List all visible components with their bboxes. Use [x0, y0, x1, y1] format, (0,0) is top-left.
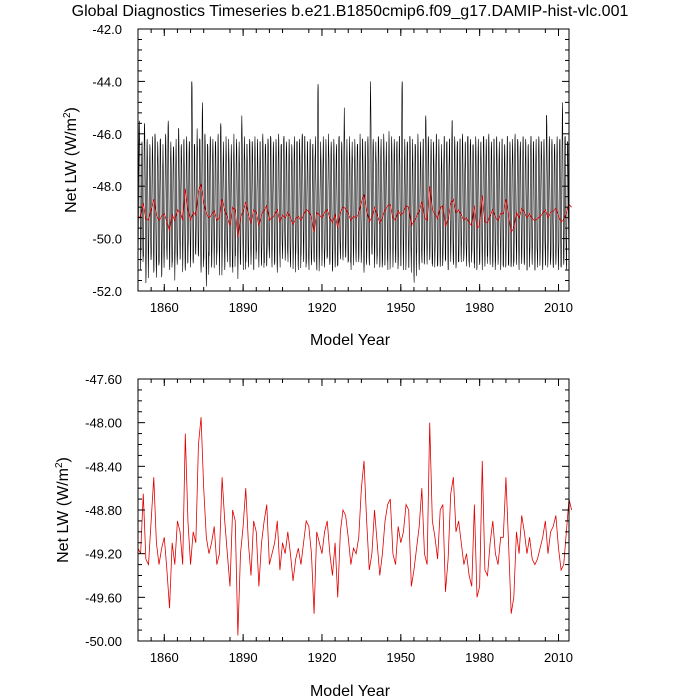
bottom-y-tick-label: -49.60 [85, 590, 122, 605]
bottom-x-tick-label: 1980 [465, 650, 494, 665]
top-y-tick-label: -46.0 [92, 127, 122, 142]
top-ticks: 1860 1890 1920 1950 1980 2010 -52.0 -50.0 -48.0 -… [92, 22, 573, 315]
top-plot-frame [137, 28, 570, 292]
bottom-x-tick-label: 1890 [229, 650, 258, 665]
bottom-data-layer [137, 417, 573, 636]
top-y-axis-title: Net LW (W/m2) [62, 107, 80, 213]
bottom-plot-frame [137, 378, 570, 642]
bottom-x-tick-label: 1950 [386, 650, 415, 665]
bottom-annual-mean-line [137, 417, 573, 636]
top-panel: 1860 1890 1920 1950 1980 2010 -52.0 -50.0 -48.0 -… [62, 22, 573, 349]
bottom-y-tick-label: -48.40 [85, 459, 122, 474]
top-monthly-series-line [137, 81, 570, 287]
top-x-tick-label: 2010 [544, 300, 573, 315]
top-y-tick-label: -52.0 [92, 284, 122, 299]
bottom-y-tick-label: -49.20 [85, 547, 122, 562]
bottom-ticks: 1860 1890 1920 1950 1980 2010 -50.00 -49.60 -49.… [85, 372, 573, 665]
top-y-tick-label: -48.0 [92, 179, 122, 194]
top-annual-mean-line [137, 183, 572, 238]
top-y-tick-label: -50.0 [92, 232, 122, 247]
top-x-tick-label: 1890 [229, 300, 258, 315]
top-x-tick-label: 1920 [308, 300, 337, 315]
top-x-tick-label: 1980 [465, 300, 494, 315]
top-x-tick-label: 1860 [150, 300, 179, 315]
bottom-x-tick-label: 1860 [150, 650, 179, 665]
bottom-y-axis-title: Net LW (W/m2) [54, 457, 72, 563]
top-y-tick-label: -42.0 [92, 22, 122, 37]
top-data-layer [137, 81, 572, 287]
bottom-panel: 1860 1890 1920 1950 1980 2010 -50.00 -49.60 -49.… [54, 372, 573, 700]
chart-title: Global Diagnostics Timeseries b.e21.B185… [72, 3, 629, 20]
bottom-y-tick-label: -48.00 [85, 416, 122, 431]
bottom-y-tick-label: -47.60 [85, 372, 122, 387]
top-x-tick-label: 1950 [386, 300, 415, 315]
top-y-tick-label: -44.0 [92, 74, 122, 89]
bottom-x-axis-title: Model Year [310, 683, 391, 700]
bottom-y-tick-label: -50.00 [85, 634, 122, 649]
top-x-axis-title: Model Year [310, 332, 391, 349]
bottom-x-tick-label: 2010 [544, 650, 573, 665]
bottom-y-tick-label: -48.80 [85, 503, 122, 518]
bottom-x-tick-label: 1920 [308, 650, 337, 665]
